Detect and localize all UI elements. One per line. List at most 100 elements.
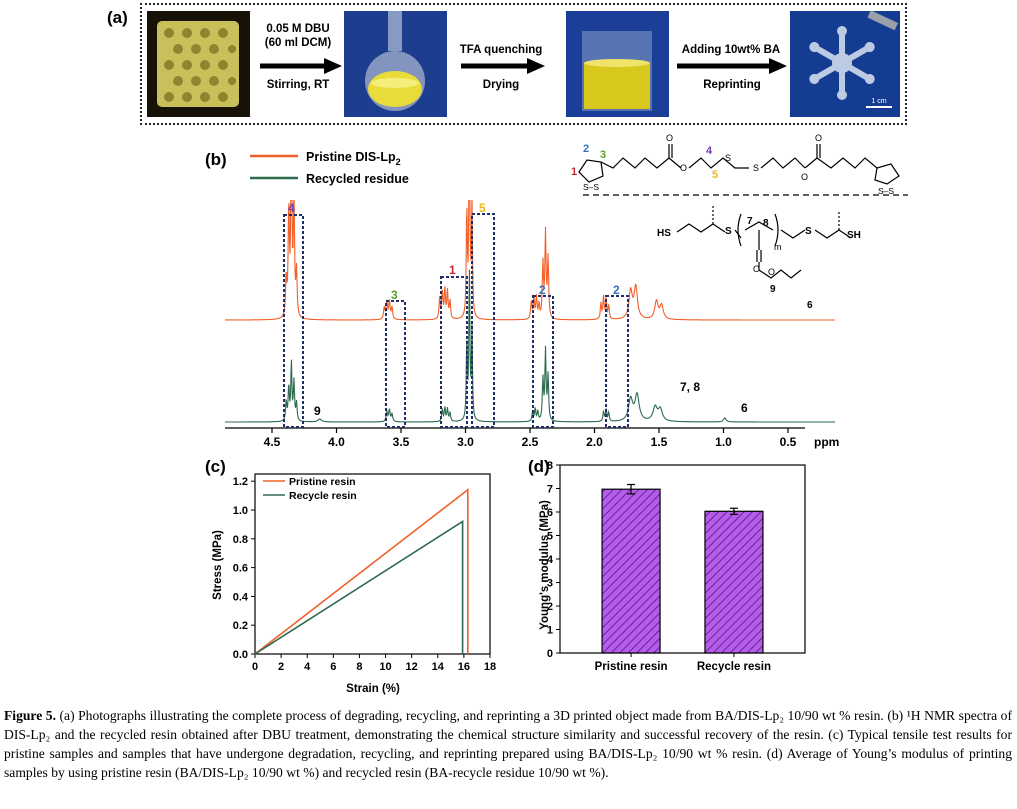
d-y-tick-label: 3 xyxy=(547,578,553,590)
panel-a-frame xyxy=(140,3,907,125)
c-y-tick-label: 0.4 xyxy=(233,591,249,603)
structure1-label-5: 5 xyxy=(712,169,718,181)
step2-action: TFA quenching xyxy=(459,44,543,56)
peak-label-6: 6 xyxy=(741,401,748,415)
peak-label-3: 3 xyxy=(391,288,398,302)
panel-a-label: (a) xyxy=(107,8,128,27)
peak-label-7-8: 7, 8 xyxy=(680,380,700,394)
structure1-ester-o-right: O xyxy=(801,172,808,182)
peak-label-2a: 2 xyxy=(539,283,546,297)
structure-recycled-polymer: HS S 7 8 m O O 9 6 S SH xyxy=(657,206,861,311)
c-x-tick-label: 0 xyxy=(252,661,258,673)
caption-figure-label: Figure 5. xyxy=(4,708,56,723)
structure1-ss-left: S–S xyxy=(583,182,599,192)
nmr-tick-label: 2.0 xyxy=(586,435,603,449)
peak-label-2b: 2 xyxy=(613,283,620,297)
structure2-label-9: 9 xyxy=(770,284,776,295)
arrow-step3 xyxy=(677,58,787,74)
c-x-tick-label: 6 xyxy=(330,661,336,673)
step3-action: Adding 10wt% BA xyxy=(681,44,781,56)
step1-reagent: 0.05 M DBU xyxy=(266,23,330,35)
d-y-tick-label: 6 xyxy=(547,507,553,519)
photo-reprinted-snowflake: 1 cm xyxy=(790,10,900,117)
structure1-s-b: S xyxy=(753,163,759,173)
d-bar-pristine xyxy=(601,488,661,654)
c-series-recycle xyxy=(254,520,464,655)
nmr-tick-label: 1.0 xyxy=(715,435,732,449)
structure2-label-8: 8 xyxy=(763,218,769,229)
c-x-tick-label: 18 xyxy=(484,661,496,673)
structure-dis-lp2: 1 2 3 S–S O O 4 5 S S O O S–S xyxy=(571,133,900,196)
structure1-ss-right: S–S xyxy=(878,186,894,196)
d-bar-recycle xyxy=(704,510,764,654)
highlight-box-2a xyxy=(532,295,554,428)
nmr-tick-label: 0.5 xyxy=(780,435,797,449)
nmr-tick-label: 4.0 xyxy=(328,435,345,449)
structure1-label-4: 4 xyxy=(706,145,713,157)
c-y-tick-label: 1.0 xyxy=(233,505,248,517)
structure2-label-6: 6 xyxy=(807,300,813,311)
d-x-category-label: Pristine resin xyxy=(595,661,668,673)
step1-condition: Stirring, RT xyxy=(266,79,330,91)
c-legend-recycle: Recycle resin xyxy=(289,490,357,502)
d-plot-frame xyxy=(559,464,806,654)
c-x-tick-label: 2 xyxy=(278,661,284,673)
panel-c-label: (c) xyxy=(205,457,226,476)
photo-flask xyxy=(344,11,447,117)
structure1-label-2: 2 xyxy=(583,143,589,155)
highlight-box-3 xyxy=(385,300,406,428)
c-y-tick-label: 1.2 xyxy=(233,476,248,488)
nmr-tick-label: 3.0 xyxy=(457,435,474,449)
photo-printed-lattice xyxy=(147,11,250,117)
panel-b-label: (b) xyxy=(205,150,227,169)
nmr-spectra: 4.5 4.0 3.5 3.0 2.5 2.0 1.5 1.0 0.5 ppm 4 3 1 5 … xyxy=(225,200,839,449)
nmr-tick-label: 4.5 xyxy=(264,435,281,449)
panel-d-label: (d) xyxy=(528,457,550,476)
c-y-tick-label: 0.6 xyxy=(233,563,248,575)
d-y-tick-label: 4 xyxy=(547,554,554,566)
c-y-axis-label: Stress (MPa) xyxy=(212,530,224,600)
peak-label-1: 1 xyxy=(449,263,456,277)
c-x-tick-label: 4 xyxy=(304,661,311,673)
structure1-s-a: S xyxy=(725,153,731,163)
structure1-carbonyl-o-left: O xyxy=(666,133,673,143)
structure1-ester-o-left: O xyxy=(680,163,687,173)
nmr-x-unit: ppm xyxy=(814,435,839,449)
peak-label-5: 5 xyxy=(479,201,486,215)
nmr-trace-pristine xyxy=(225,200,835,321)
c-x-tick-label: 14 xyxy=(432,661,445,673)
structure2-s-left: S xyxy=(725,226,732,237)
c-y-tick-label: 0.8 xyxy=(233,534,248,546)
d-y-tick-label: 5 xyxy=(547,531,553,543)
d-y-tick-label: 1 xyxy=(547,625,553,637)
legend-pristine-dis: Pristine DIS-Lp2 xyxy=(306,150,401,167)
c-series-pristine xyxy=(254,488,469,655)
c-x-tick-label: 12 xyxy=(406,661,418,673)
structure2-s-right: S xyxy=(805,226,812,237)
nmr-tick-label: 3.5 xyxy=(393,435,410,449)
c-x-axis-label: Strain (%) xyxy=(346,683,400,695)
step2-condition: Drying xyxy=(482,79,520,91)
d-x-category-label: Recycle resin xyxy=(697,661,771,673)
structure2-m: m xyxy=(774,242,782,252)
peak-label-4: 4 xyxy=(288,201,295,215)
nmr-tick-label: 2.5 xyxy=(522,435,539,449)
structure2-label-7: 7 xyxy=(747,216,753,227)
c-legend-pristine: Pristine resin xyxy=(289,476,356,488)
structure1-label-1: 1 xyxy=(571,166,577,178)
step3-condition: Reprinting xyxy=(703,79,761,91)
structure2-sh-right: SH xyxy=(847,230,861,241)
arrow-step1 xyxy=(260,58,342,74)
d-y-tick-label: 8 xyxy=(547,460,553,472)
modulus-chart: 0 1 2 3 4 5 6 7 8 Pristine resin Recycle resin Yo… xyxy=(539,460,806,673)
structure2-ester-o: O xyxy=(768,267,775,277)
nmr-legend: Pristine DIS-Lp2 Recycled residue xyxy=(250,150,409,186)
nmr-trace-recycled xyxy=(225,269,835,423)
d-y-tick-label: 2 xyxy=(547,601,553,613)
d-y-axis-label: Young's modulus (MPa) xyxy=(539,500,551,630)
structure2-hs-left: HS xyxy=(657,228,671,239)
structure2-o: O xyxy=(753,264,760,274)
highlight-box-2b xyxy=(605,295,629,428)
structure1-carbonyl-o-right: O xyxy=(815,133,822,143)
c-x-tick-label: 16 xyxy=(458,661,470,673)
